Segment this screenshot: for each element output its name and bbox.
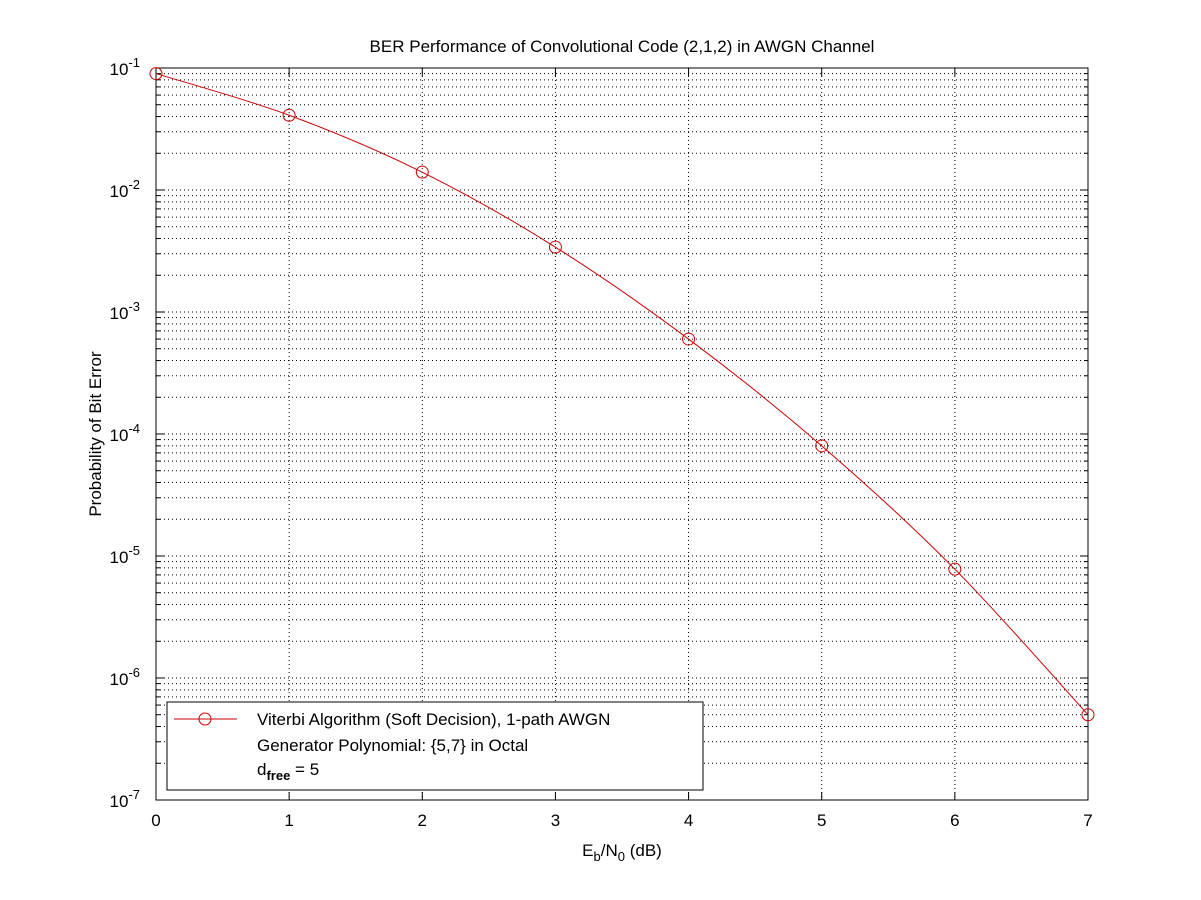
x-tick-label: 0 <box>151 811 160 830</box>
data-point-marker <box>948 562 962 576</box>
y-tick-labels: 10-1 10-2 10-3 10-4 10-5 10-6 10-7 <box>110 55 140 811</box>
data-point-marker <box>415 165 429 179</box>
legend-entry-generator: Generator Polynomial: {5,7} in Octal <box>257 736 528 755</box>
y-tick-label: 10-3 <box>110 299 140 323</box>
y-tick-label: 10-5 <box>110 543 140 567</box>
x-axis-label: Eb/N0 (dB) <box>582 841 662 864</box>
legend-entry-series: Viterbi Algorithm (Soft Decision), 1-pat… <box>257 710 610 729</box>
data-point-marker <box>815 439 829 453</box>
chart-title: BER Performance of Convolutional Code (2… <box>370 37 875 56</box>
legend: Viterbi Algorithm (Soft Decision), 1-pat… <box>166 701 704 791</box>
x-tick-label: 6 <box>950 811 959 830</box>
series-group <box>149 67 1095 722</box>
y-tick-label: 10-1 <box>110 55 140 79</box>
y-tick-label: 10-7 <box>110 787 140 811</box>
grid-lines <box>156 68 1088 800</box>
data-point-marker <box>682 332 696 346</box>
y-tick-label: 10-4 <box>110 421 140 445</box>
y-tick-label: 10-6 <box>110 665 140 689</box>
x-tick-label: 2 <box>418 811 427 830</box>
data-point-marker <box>149 67 163 81</box>
x-tick-labels: 0 1 2 3 4 5 6 7 <box>151 811 1092 830</box>
plot-frame <box>155 67 1089 801</box>
legend-marker-circle <box>198 712 212 726</box>
legend-box <box>166 701 704 791</box>
data-point-marker <box>548 240 562 254</box>
y-axis-label: Probability of Bit Error <box>86 351 105 517</box>
data-point-marker <box>1081 708 1095 722</box>
legend-entry-dfree: dfree = 5 <box>257 760 319 783</box>
data-point-marker <box>282 108 296 122</box>
x-tick-label: 5 <box>817 811 826 830</box>
y-tick-label: 10-2 <box>110 177 140 201</box>
series-line <box>155 73 1089 716</box>
x-tick-label: 3 <box>551 811 560 830</box>
x-tick-label: 4 <box>684 811 693 830</box>
x-tick-label: 1 <box>284 811 293 830</box>
x-tick-label: 7 <box>1083 811 1092 830</box>
